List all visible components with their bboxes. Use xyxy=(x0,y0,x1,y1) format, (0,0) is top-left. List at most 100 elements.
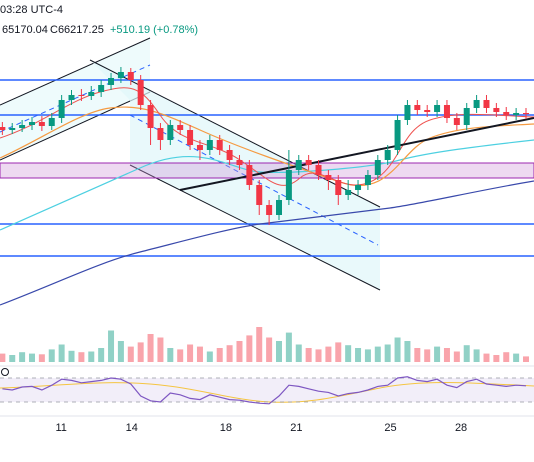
volume-bar xyxy=(147,334,154,362)
header-change: +510.19 (+0.78%) xyxy=(110,24,198,36)
header-time: 03:28 UTC-4 xyxy=(0,4,63,16)
volume-bar xyxy=(305,348,312,362)
trend-line xyxy=(179,117,534,191)
candle-body xyxy=(384,150,391,160)
x-tick-label: 18 xyxy=(220,422,232,434)
volume-bar xyxy=(453,351,460,362)
header-close: C66217.25 xyxy=(50,24,104,36)
candle-body xyxy=(404,105,411,120)
volume-bar xyxy=(404,341,411,362)
candle-body xyxy=(216,140,223,150)
rsi-pane xyxy=(0,368,534,405)
volume-bar xyxy=(187,344,194,362)
x-tick-label: 28 xyxy=(455,422,467,434)
candle-body xyxy=(443,105,450,118)
volume-bar xyxy=(0,353,6,362)
volume-bar xyxy=(108,330,115,362)
candle-body xyxy=(157,128,164,140)
x-tick-label: 11 xyxy=(55,422,66,434)
volume-bar xyxy=(513,353,520,362)
candle-body xyxy=(275,200,282,215)
candle-body xyxy=(48,118,55,126)
volume-bar xyxy=(78,352,85,362)
volume-bar xyxy=(394,337,401,362)
candle-body xyxy=(315,165,322,175)
volume-bar xyxy=(58,344,65,362)
channel-line xyxy=(0,37,151,106)
candle-body xyxy=(167,125,174,140)
volume-bar xyxy=(374,346,381,362)
candle-body xyxy=(394,120,401,150)
candle-body xyxy=(355,185,362,190)
candle-body xyxy=(28,122,35,125)
volume-bar xyxy=(325,346,332,362)
volume-bar xyxy=(523,356,530,362)
candle-body xyxy=(187,130,194,145)
candle-body xyxy=(266,205,273,215)
candle-body xyxy=(117,72,124,78)
candle-body xyxy=(434,105,441,112)
candle-body xyxy=(9,128,16,130)
candle-body xyxy=(335,180,342,195)
zone xyxy=(0,162,534,179)
candle-body xyxy=(483,100,490,108)
volume-bar xyxy=(177,349,184,362)
volume-bar xyxy=(38,354,45,362)
candle-body xyxy=(127,72,134,80)
candle-body xyxy=(453,118,460,125)
candle-body xyxy=(226,150,233,160)
candle-body xyxy=(513,113,520,115)
candle-body xyxy=(38,122,45,126)
rsi-band xyxy=(0,378,534,402)
candle-body xyxy=(108,78,115,85)
candle-body xyxy=(374,160,381,175)
candle-body xyxy=(256,185,263,205)
drawings xyxy=(0,37,534,306)
candle-body xyxy=(236,160,243,165)
volume-bar xyxy=(68,350,75,362)
volume-bar xyxy=(196,346,203,362)
volume-bar xyxy=(355,348,362,362)
volume-bar xyxy=(167,348,174,362)
volume-bar xyxy=(384,344,391,362)
candle-body xyxy=(523,113,530,115)
x-tick-label: 21 xyxy=(290,422,302,434)
volume-bar xyxy=(295,344,302,362)
volume-bar xyxy=(463,345,470,362)
candle-body xyxy=(177,125,184,130)
candle-body xyxy=(58,100,65,118)
candle-body xyxy=(473,100,480,108)
volume-bar xyxy=(345,345,352,362)
x-tick-label: 14 xyxy=(126,422,138,434)
volume-bar xyxy=(483,353,490,362)
candle-body xyxy=(414,105,421,110)
volume-bar xyxy=(236,341,243,362)
volume-bar xyxy=(473,349,480,362)
volume-bar xyxy=(9,355,16,362)
x-tick-label: 25 xyxy=(384,422,396,434)
candle-body xyxy=(68,95,75,100)
header-open: 65170.04 xyxy=(2,24,48,36)
falling-channel-fill xyxy=(90,60,380,290)
channel-line xyxy=(129,164,381,291)
candle-body xyxy=(493,108,500,112)
candle-body xyxy=(285,170,292,200)
moving-average xyxy=(0,139,534,231)
volume-bar xyxy=(285,332,292,362)
candle-body xyxy=(137,80,144,105)
candle-body xyxy=(147,105,154,128)
candle-body xyxy=(325,175,332,180)
pane-icon xyxy=(1,368,9,376)
volume-bar xyxy=(127,346,134,362)
volume-bar xyxy=(246,335,253,362)
volume-bar xyxy=(256,327,263,362)
volume-bar xyxy=(414,348,421,362)
candle-body xyxy=(345,190,352,195)
volume-bar xyxy=(424,349,431,362)
volume-bar xyxy=(48,349,55,362)
candle-body xyxy=(364,175,371,185)
candle-body xyxy=(463,108,470,125)
candle-body xyxy=(196,145,203,150)
candles xyxy=(0,67,530,225)
candle-body xyxy=(206,140,213,150)
